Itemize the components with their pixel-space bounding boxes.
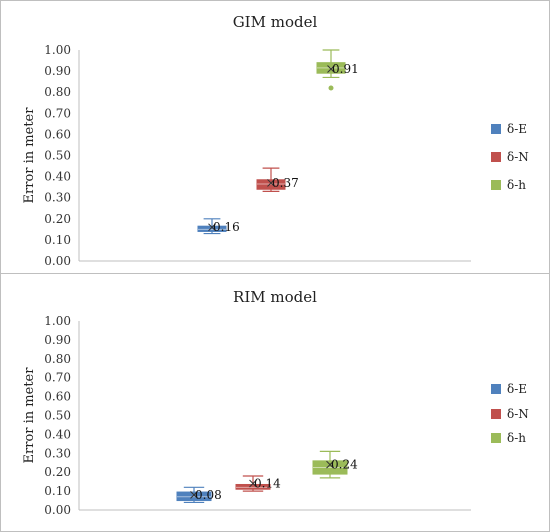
gim-de-box [197, 225, 227, 232]
gim-y-axis-label: Error in meter [22, 107, 37, 204]
gim-legend-de-swatch [491, 124, 501, 134]
gim-y-tick-label: 0.40 [44, 170, 71, 184]
rim-y-tick-label: 0.40 [44, 427, 71, 441]
gim-legend-dn-label: δ-N [507, 150, 529, 164]
rim-chart-title: RIM model [233, 288, 317, 306]
rim-legend-dn-label: δ-N [507, 407, 529, 421]
rim-y-axis-label: Error in meter [22, 367, 37, 464]
rim-y-tick-label: 0.60 [44, 390, 71, 404]
gim-y-tick-label: 0.60 [44, 127, 71, 141]
rim-dn-data-label: 0.14 [254, 477, 281, 491]
rim-y-tick-label: 0.00 [44, 503, 71, 517]
gim-chart-title: GIM model [233, 13, 318, 31]
gim-dn-data-label: 0.37 [272, 176, 299, 190]
rim-legend-dn-swatch [491, 409, 501, 419]
gim-legend-dn-swatch [491, 152, 501, 162]
rim-y-tick-label: 1.00 [44, 314, 71, 328]
gim-dn-box [256, 179, 286, 190]
rim-y-tick-label: 0.20 [44, 465, 71, 479]
gim-y-tick-label: 1.00 [44, 43, 71, 57]
rim-legend-de-swatch [491, 384, 501, 394]
gim-y-tick-label: 0.90 [44, 64, 71, 78]
rim-y-tick-label: 0.70 [44, 371, 71, 385]
rim-legend-dh-label: δ-h [507, 431, 526, 445]
gim-de-mean-marker [208, 223, 216, 232]
rim-y-tick-label: 0.50 [44, 409, 71, 423]
rim-chart-svg: RIM model Error in meter 0.00 0.10 0.20 0.30 0… [22, 288, 529, 517]
rim-y-tick-label: 0.90 [44, 333, 71, 347]
gim-y-tick-label: 0.70 [44, 106, 71, 120]
gim-y-tick-label: 0.50 [44, 149, 71, 163]
gim-dh-data-label: 0.91 [332, 62, 359, 76]
gim-y-tick-label: 0.10 [44, 233, 71, 247]
rim-dh-mean-marker [326, 460, 334, 469]
gim-de-data-label: 0.16 [213, 220, 240, 234]
gim-chart-svg: GIM model Error in meter 0.00 0.10 0.20 0.30 0… [22, 13, 529, 268]
rim-dn-mean-marker [249, 479, 257, 488]
rim-legend-dh-swatch [491, 433, 501, 443]
gim-dh-mean-marker [327, 65, 335, 73]
rim-chart-panel: RIM model Error in meter 0.00 0.10 0.20 0.30 0… [0, 273, 550, 532]
gim-legend-dh-swatch [491, 180, 501, 190]
gim-dn-mean-marker [267, 179, 275, 187]
gim-chart-panel: GIM model Error in meter 0.00 0.10 0.20 0.30 0… [0, 0, 550, 274]
rim-y-tick-label: 0.30 [44, 446, 71, 460]
gim-y-tick-label: 0.20 [44, 212, 71, 226]
rim-legend-de-label: δ-E [507, 382, 527, 396]
rim-dh-data-label: 0.24 [331, 458, 358, 472]
gim-y-tick-label: 0.30 [44, 191, 71, 205]
gim-dh-outlier-point [328, 85, 334, 91]
rim-de-data-label: 0.08 [195, 488, 222, 502]
gim-legend-de-label: δ-E [507, 122, 527, 136]
gim-y-tick-label: 0.00 [44, 254, 71, 268]
gim-legend-dh-label: δ-h [507, 178, 526, 192]
rim-de-mean-marker [190, 491, 198, 499]
gim-y-tick-label: 0.80 [44, 85, 71, 99]
rim-y-tick-label: 0.10 [44, 484, 71, 498]
rim-y-tick-label: 0.80 [44, 352, 71, 366]
